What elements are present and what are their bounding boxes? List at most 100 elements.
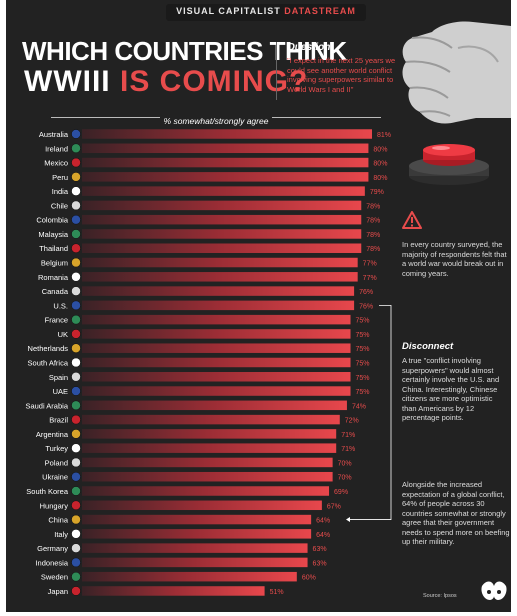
country-label-belgium: Belgium: [41, 259, 68, 268]
brand-name: VISUAL CAPITALIST DATASTREAM: [176, 6, 356, 16]
country-label-saudi-arabia: Saudi Arabia: [25, 401, 68, 410]
bar-uae: [82, 386, 351, 396]
flag-icon-india: [71, 186, 81, 196]
flag-icon-poland: [71, 457, 81, 468]
country-label-poland: Poland: [45, 458, 68, 467]
flag-icon-romania: [71, 272, 81, 282]
bar-indonesia: [82, 557, 308, 568]
bar-china: [82, 514, 312, 525]
bar-south-korea: [82, 486, 330, 496]
flag-icon-south-korea: [71, 486, 81, 496]
country-label-china: China: [48, 516, 68, 525]
country-label-turkey: Turkey: [45, 444, 68, 453]
country-label-colombia: Colombia: [36, 216, 69, 225]
value-label-argentina: 71%: [341, 432, 355, 439]
value-label-romania: 77%: [363, 275, 377, 282]
question-heading: Question: [287, 42, 331, 53]
value-label-spain: 75%: [356, 375, 370, 382]
fist-icon: [402, 21, 511, 124]
flag-icon-colombia: [71, 214, 81, 225]
flag-icon-spain: [71, 372, 81, 382]
country-label-thailand: Thailand: [39, 244, 68, 253]
brand-bar: VISUAL CAPITALIST DATASTREAM: [166, 4, 366, 21]
question-text: "I expect in the next 25 years we could …: [287, 56, 396, 94]
bar-france: [82, 314, 351, 325]
bar-sweden: [82, 571, 297, 582]
country-label-brazil: Brazil: [49, 416, 68, 425]
value-label-thailand: 78%: [366, 246, 380, 253]
bar-colombia: [82, 214, 362, 225]
flag-icon-indonesia: [71, 557, 81, 568]
infographic: VISUAL CAPITALIST DATASTREAM WHICH COUNT…: [6, 0, 511, 612]
value-label-south-korea: 69%: [334, 489, 348, 496]
bar-germany: [82, 543, 308, 553]
value-label-uk: 75%: [356, 332, 370, 339]
value-label-sweden: 60%: [302, 575, 316, 582]
bar-chile: [82, 200, 362, 211]
country-label-sweden: Sweden: [41, 573, 68, 582]
flag-icon-malaysia: [71, 229, 81, 239]
bar-saudi-arabia: [82, 400, 347, 411]
country-label-mexico: Mexico: [44, 159, 68, 168]
value-label-canada: 76%: [359, 289, 373, 296]
flag-icon-belgium: [71, 257, 81, 268]
title-line-1: WHICH COUNTRIES THINK: [22, 36, 347, 66]
value-label-saudi-arabia: 74%: [352, 403, 366, 410]
value-label-mexico: 80%: [373, 161, 387, 168]
flag-icon-japan: [71, 586, 81, 596]
red-button-icon: [409, 144, 489, 185]
value-label-france: 75%: [356, 318, 370, 325]
country-label-canada: Canada: [42, 287, 69, 296]
flag-icon-thailand: [71, 243, 81, 253]
flag-icon-canada: [71, 286, 81, 296]
bar-poland: [82, 457, 333, 468]
axis-label: % somewhat/strongly agree: [51, 111, 381, 129]
value-label-poland: 70%: [338, 460, 352, 467]
value-label-ireland: 80%: [373, 146, 387, 153]
bar-canada: [82, 286, 355, 296]
country-label-india: India: [52, 187, 69, 196]
bar-hungary: [82, 500, 322, 511]
value-label-belgium: 77%: [363, 261, 377, 268]
country-label-ukraine: Ukraine: [42, 473, 68, 482]
value-label-ukraine: 70%: [338, 475, 352, 482]
bar-south-africa: [82, 357, 351, 368]
bar-thailand: [82, 243, 362, 253]
bar-argentina: [82, 429, 337, 439]
bar-brazil: [82, 414, 340, 425]
value-label-peru: 80%: [373, 175, 387, 182]
value-label-u-s: 76%: [359, 303, 373, 310]
bar-romania: [82, 272, 358, 282]
military-spending-note: Alongside the increased expectation of a…: [402, 480, 510, 546]
country-label-france: France: [45, 316, 68, 325]
value-label-india: 79%: [370, 189, 384, 196]
value-label-germany: 63%: [313, 546, 327, 553]
flag-icon-peru: [71, 172, 81, 182]
country-label-ireland: Ireland: [45, 144, 68, 153]
value-label-indonesia: 63%: [313, 560, 327, 567]
bar-ireland: [82, 143, 369, 154]
value-label-japan: 51%: [270, 589, 284, 596]
value-label-australia: 81%: [377, 132, 391, 139]
flag-icon-uae: [71, 386, 81, 396]
flag-icon-south-africa: [71, 357, 81, 368]
country-label-south-africa: South Africa: [28, 358, 69, 367]
flag-icon-italy: [71, 529, 81, 539]
bar-peru: [82, 172, 369, 182]
country-label-malaysia: Malaysia: [38, 230, 68, 239]
country-label-australia: Australia: [39, 130, 69, 139]
country-label-u-s: U.S.: [53, 301, 68, 310]
country-label-uk: UK: [58, 330, 68, 339]
value-label-italy: 64%: [316, 532, 330, 539]
value-label-china: 64%: [316, 518, 330, 525]
value-label-hungary: 67%: [327, 503, 341, 510]
country-label-uae: UAE: [53, 387, 68, 396]
bar-ukraine: [82, 471, 333, 482]
country-label-peru: Peru: [52, 173, 68, 182]
warning-icon: [402, 211, 422, 229]
comparison-arrow: [346, 517, 350, 523]
flag-icon-brazil: [71, 414, 81, 425]
country-label-south-korea: South Korea: [26, 487, 69, 496]
flag-icon-ukraine: [71, 471, 81, 482]
country-label-spain: Spain: [49, 373, 68, 382]
